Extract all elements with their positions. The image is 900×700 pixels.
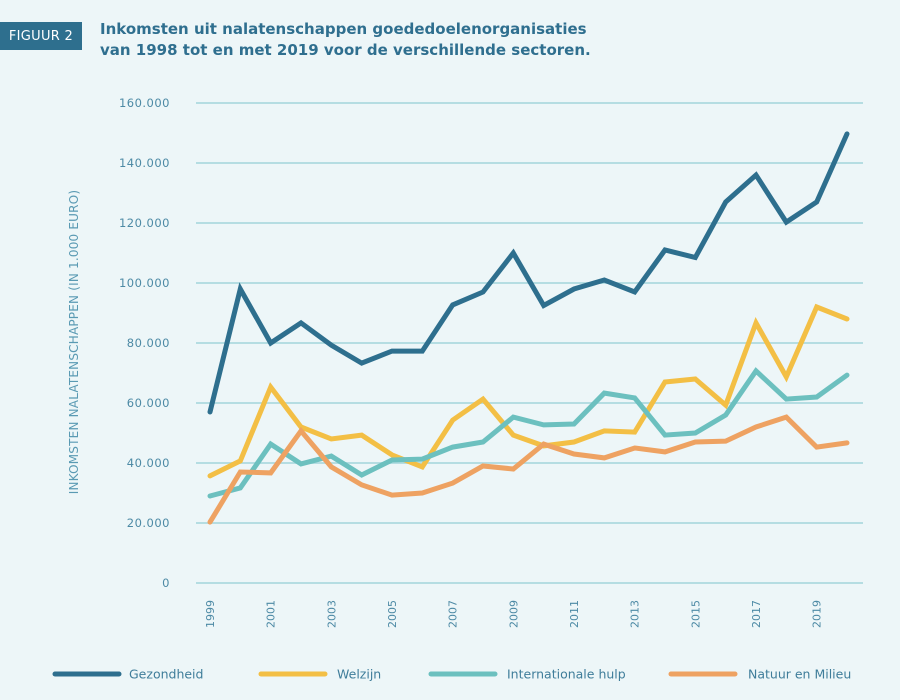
x-tick-label: 2003 [325,600,338,628]
x-axis-ticks: 1999 2001 2003 2005 2007 2009 2011 2013 2015 2017… [204,600,824,628]
legend-item: Welzijn [258,667,381,682]
series-line-internationale-hulp [207,367,850,499]
x-tick-label: 2001 [265,600,278,628]
x-tick-label: 2019 [811,600,824,628]
y-tick-label: 80.000 [127,336,170,350]
x-tick-label: 2009 [507,600,520,628]
y-axis-ticks: 0 20.000 40.000 60.000 80.000 100.000 120.000 1… [119,96,170,590]
figure-label-badge: FIGUUR 2 [0,22,82,50]
x-tick-label: 2017 [750,600,763,628]
series-line-natuur-en-milieu [207,414,850,525]
y-tick-label: 60.000 [127,396,170,410]
y-tick-label: 20.000 [127,516,170,530]
legend-item: Natuur en Milieu [668,667,851,682]
x-tick-label: 2015 [689,600,702,628]
series-line-welzijn [207,303,850,479]
y-tick-label: 160.000 [119,96,170,110]
legend: Gezondheid Welzijn Internationale hulp Natu… [52,667,851,682]
legend-label: Internationale hulp [507,667,626,682]
chart-title: Inkomsten uit nalatenschappen goededoele… [100,20,591,59]
y-tick-label: 120.000 [119,216,170,230]
series-lines [207,131,850,525]
gridlines [196,102,863,584]
x-tick-label: 2011 [568,600,581,628]
y-tick-label: 0 [162,576,170,590]
x-tick-label: 2007 [447,600,460,628]
x-tick-label: 2005 [386,600,399,628]
legend-item: Internationale hulp [428,667,626,682]
x-tick-label: 2013 [629,600,642,628]
y-tick-label: 40.000 [127,456,170,470]
y-axis-label: INKOMSTEN NALATENSCHAPPEN (IN 1.000 EURO… [67,190,81,494]
legend-label: Natuur en Milieu [748,667,851,682]
legend-label: Gezondheid [129,667,203,682]
legend-label: Welzijn [337,667,381,682]
series-line-gezondheid [207,131,850,415]
legend-item: Gezondheid [52,667,203,682]
y-tick-label: 100.000 [119,276,170,290]
x-tick-label: 1999 [204,600,217,628]
y-tick-label: 140.000 [119,156,170,170]
